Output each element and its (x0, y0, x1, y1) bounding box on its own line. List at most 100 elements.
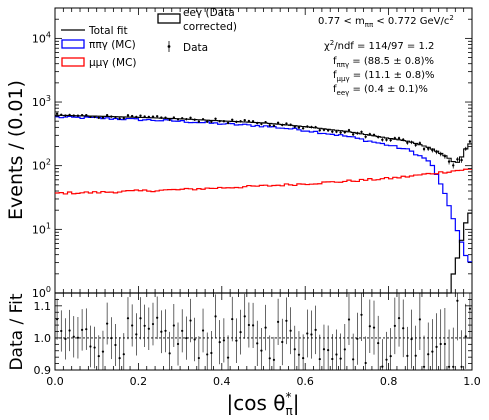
data-point (168, 118, 171, 122)
data-point (80, 113, 84, 117)
ratio-point (64, 318, 67, 360)
ratio-point (243, 293, 246, 339)
ratio-point (168, 331, 171, 370)
data-point (351, 132, 355, 137)
data-point (60, 113, 63, 116)
main-y-axis-label: Events / (0.01) (5, 80, 27, 220)
ratio-point (85, 308, 88, 350)
ratio-point (314, 305, 317, 355)
ratio-point (135, 313, 138, 356)
ratio-point (397, 293, 401, 347)
ratio-point (281, 318, 284, 366)
ratio-point (172, 304, 175, 347)
ratio-point (156, 296, 159, 340)
data-point (172, 116, 176, 119)
ratio-y-ticks: 0.9 1.0 1.1 (34, 299, 472, 377)
data-point (231, 118, 234, 122)
svg-text:Total fit: Total fit (88, 25, 128, 37)
data-point (276, 121, 280, 125)
ratio-point (143, 304, 146, 347)
series-total-fit (55, 114, 472, 163)
y-tick-label: 100 (32, 285, 51, 300)
data-point (193, 118, 196, 121)
data-point (97, 116, 100, 120)
data-point (331, 130, 334, 134)
data-point (297, 126, 301, 130)
data-point (218, 119, 221, 123)
data-point (272, 124, 276, 128)
data-point (135, 115, 138, 119)
legend-entry-pipigamma: ππγ (MC) (61, 39, 136, 51)
ratio-point (422, 335, 426, 370)
ratio-plot-frame (54, 292, 473, 371)
data-point (214, 117, 217, 121)
ratio-point (235, 318, 238, 363)
ratio-point (214, 294, 217, 339)
data-point (376, 135, 380, 139)
x-tick-label: 1.0 (463, 375, 481, 388)
ratio-point (189, 298, 192, 343)
data-point (427, 146, 430, 151)
data-point (76, 114, 80, 117)
data-point (401, 138, 405, 142)
data-point (447, 158, 451, 165)
fit-annotations: 0.77 < mππ < 0.772 GeV/c2 χ2/ndf = 114/9… (318, 14, 454, 97)
ratio-point (89, 325, 92, 368)
x-tick-label: 0.2 (130, 375, 148, 388)
data-point (293, 125, 296, 129)
data-point (130, 114, 134, 118)
ratio-point (460, 330, 463, 370)
data-point (235, 120, 238, 124)
x-tick-label: 0.6 (296, 375, 314, 388)
ratio-point (101, 330, 105, 370)
series-mc (55, 115, 472, 263)
data-point (456, 157, 459, 162)
ratio-point (97, 335, 100, 370)
ratio-point (226, 335, 230, 370)
data-point (68, 113, 71, 117)
data-point (406, 140, 409, 145)
ratio-point (251, 302, 255, 348)
svg-text:ππγ (MC): ππγ (MC) (89, 39, 136, 51)
ratio-point (431, 319, 434, 370)
ratio-point (131, 304, 134, 347)
ratio-point (210, 331, 213, 370)
ratio-point (456, 293, 459, 341)
data-point (210, 120, 213, 124)
ratio-point (410, 309, 413, 369)
data-point (72, 114, 75, 117)
data-point (360, 130, 363, 134)
ratio-y-tick-label: 1.0 (34, 332, 52, 345)
ratio-point (118, 337, 121, 370)
ratio-point (372, 300, 376, 355)
ratio-point (385, 331, 388, 370)
ratio-point (147, 307, 150, 350)
ratio-point (343, 324, 346, 370)
data-point (326, 128, 330, 132)
ratio-point (389, 328, 392, 370)
ratio-point (310, 310, 313, 359)
data-point (464, 146, 467, 151)
ratio-point (268, 335, 271, 370)
ratio-point (264, 304, 267, 351)
annotation-f-pipigamma: fππγ = (88.5 ± 0.8)% (333, 56, 434, 69)
ratio-point (327, 325, 330, 370)
ratio-point (377, 315, 380, 370)
data-point (439, 151, 442, 157)
data-point (89, 115, 92, 118)
main-x-ticks (54, 8, 473, 293)
data-point (176, 118, 180, 121)
ratio-point (393, 297, 396, 355)
ratio-point (81, 309, 84, 351)
ratio-point (364, 336, 367, 370)
data-point (126, 114, 130, 117)
data-point (460, 157, 463, 163)
data-point (247, 119, 251, 123)
annotation-f-mumugamma: fμμγ = (11.1 ± 0.8)% (333, 70, 435, 83)
legend-entry-total-fit: Total fit (61, 25, 128, 37)
data-point (222, 120, 226, 123)
data-point (431, 148, 434, 153)
ratio-point (452, 327, 455, 370)
ratio-point (181, 309, 184, 353)
ratio-point (468, 293, 472, 340)
